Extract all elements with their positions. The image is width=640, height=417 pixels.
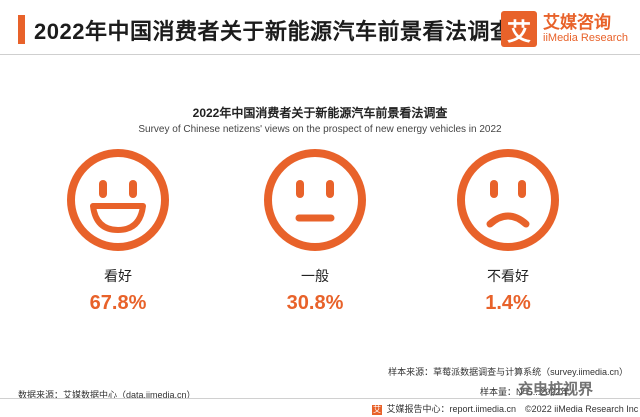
category-label: 看好 — [104, 268, 132, 284]
sad-face-icon — [457, 149, 559, 251]
logo-mark-icon: 艾 — [501, 11, 538, 47]
neutral-face-icon — [264, 149, 366, 251]
footer-logo-icon: 艾 — [372, 404, 382, 415]
sample-size-note: 样本量：N=5...2022年 — [480, 387, 570, 397]
face-outline — [264, 149, 366, 251]
face-eye-left — [99, 180, 107, 198]
logo-text: 艾媒咨询 iiMedia Research — [543, 13, 628, 45]
brand-logo: 艾 艾媒咨询 iiMedia Research — [501, 11, 628, 47]
value-label: 30.8% — [286, 292, 344, 314]
watermark: 充电桩视界 — [518, 381, 594, 398]
logo-name-cn: 艾媒咨询 — [543, 13, 612, 32]
smile-face-icon — [67, 149, 169, 251]
footer-text: 艾 艾媒报告中心：report.iimedia.cn ©2022 iiMedia… — [372, 402, 638, 415]
header-divider — [0, 54, 640, 55]
face-outline — [67, 149, 169, 251]
title-accent-bar — [18, 15, 25, 44]
face-mouth-smile — [90, 203, 146, 233]
chart-title: 2022年中国消费者关于新能源汽车前景看法调查 — [192, 106, 448, 120]
data-source-note: 数据来源：艾媒数据中心（data.iimedia.cn） — [18, 390, 196, 400]
sample-source-note: 样本来源：草莓派数据调查与计算系统（survey.iimedia.cn） — [388, 367, 628, 377]
chart-subtitle: Survey of Chinese netizens' views on the… — [138, 124, 502, 135]
logo-name-en: iiMedia Research — [543, 32, 628, 44]
page-title: 2022年中国消费者关于新能源汽车前景看法调查 — [34, 19, 513, 44]
value-label: 1.4% — [485, 292, 531, 314]
face-eye-right — [518, 180, 526, 198]
footer-copyright: 艾媒报告中心：report.iimedia.cn ©2022 iiMedia R… — [386, 404, 639, 414]
footer-bar — [0, 398, 640, 417]
face-eye-right — [326, 180, 334, 198]
face-mouth-frown — [486, 212, 530, 228]
face-outline — [457, 149, 559, 251]
face-eye-left — [490, 180, 498, 198]
category-label: 一般 — [301, 268, 329, 284]
face-eye-right — [129, 180, 137, 198]
face-eye-left — [296, 180, 304, 198]
value-label: 67.8% — [89, 292, 147, 314]
category-label: 不看好 — [487, 268, 529, 284]
